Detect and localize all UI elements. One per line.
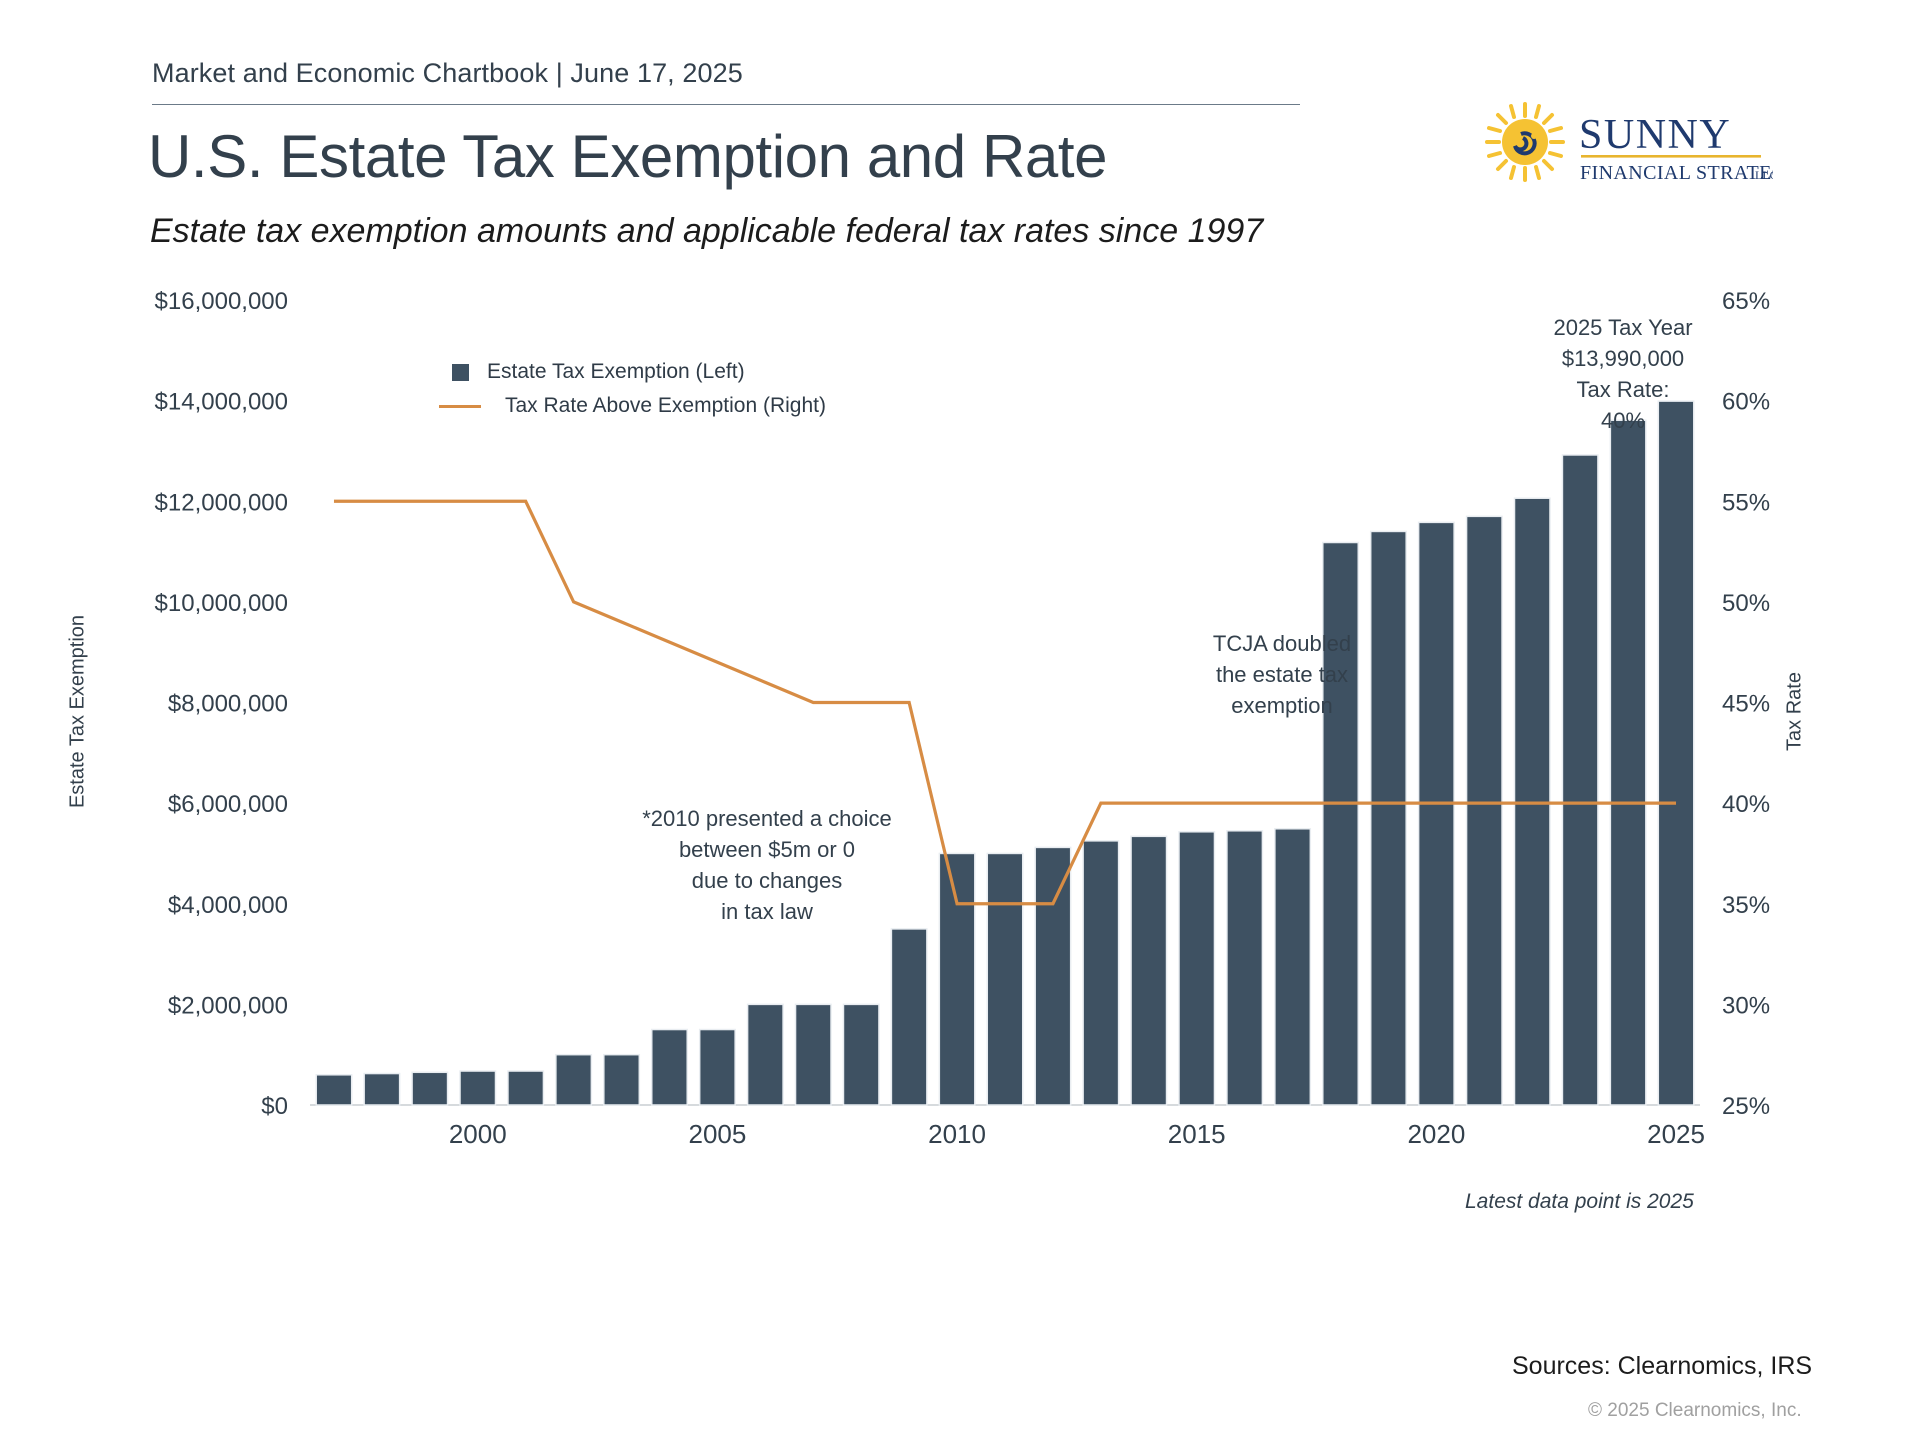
x-axis-tick-label-2025: 2025 [1647,1119,1705,1149]
logo-tagline: FINANCIAL STRATEGIES, [1580,162,1773,184]
bar-2023 [1561,454,1599,1106]
bar-2006 [746,1003,784,1106]
bar-2019 [1369,530,1407,1106]
bar-2005 [698,1028,736,1106]
legend-label-exemption: Estate Tax Exemption (Left) [487,360,745,383]
y-axis-right-tick-label: 60% [1722,389,1770,416]
bar-2003 [603,1053,641,1106]
x-axis-tick-label-2020: 2020 [1407,1119,1465,1149]
y-axis-left-tick-label: $12,000,000 [155,489,288,516]
bar-2024 [1609,419,1647,1106]
bar-2010 [938,852,976,1106]
bar-2013 [1082,840,1120,1106]
page-title: U.S. Estate Tax Exemption and Rate [148,123,1108,190]
bar-1999 [411,1071,449,1106]
bar-2002 [555,1053,593,1106]
bar-2014 [1130,835,1168,1106]
logo-suffix: LLC [1755,168,1773,182]
y-axis-right-tick-label: 25% [1722,1093,1770,1120]
bar-2001 [507,1070,545,1106]
sunny-financial-strategies-logo: SUNNY FINANCIAL STRATEGIES, LLC [1483,100,1773,190]
y-axis-left-tick-label: $14,000,000 [155,389,288,416]
legend-label-taxrate: Tax Rate Above Exemption (Right) [505,394,826,417]
bar-2018 [1322,541,1360,1106]
annotation-2010-choice: *2010 presented a choice between $5m or 0… [642,806,892,924]
copyright-label: © 2025 Clearnomics, Inc. [1588,1400,1802,1421]
y-axis-left-tick-label: $16,000,000 [155,288,288,315]
bar-2016 [1226,830,1264,1106]
page-subtitle: Estate tax exemption amounts and applica… [150,212,1264,250]
logo-artwork: SUNNY FINANCIAL STRATEGIES, LLC [1485,102,1773,184]
legend-square-icon [452,363,469,381]
chart-legend: Estate Tax Exemption (Left) Tax Rate Abo… [439,355,826,423]
bar-2011 [986,852,1024,1106]
bar-2000 [459,1070,497,1106]
sun-icon [1485,102,1565,182]
y-axis-right-tick-label: 35% [1722,892,1770,919]
bar-1997 [315,1074,353,1106]
x-axis-tick-label-2015: 2015 [1168,1119,1226,1149]
sources-label: Sources: Clearnomics, IRS [1512,1352,1813,1380]
bar-1998 [363,1072,401,1106]
bar-2007 [794,1003,832,1106]
annotation-2025-tax-year: 2025 Tax Year $13,990,000 Tax Rate: 40% [1553,315,1693,433]
chartbook-kicker: Market and Economic Chartbook | June 17,… [152,58,743,88]
bar-2025 [1657,400,1695,1106]
annotation-tcja: TCJA doubled the estate tax exemption [1212,631,1352,718]
y-axis-left-title: Estate Tax Exemption [66,614,89,809]
bar-2020 [1417,521,1455,1106]
y-axis-right-title: Tax Rate [1783,672,1806,751]
y-axis-left-tick-label: $6,000,000 [168,791,288,818]
bar-2021 [1465,515,1503,1106]
bar-2015 [1178,831,1216,1106]
y-axis-right-tick-label: 30% [1722,992,1770,1019]
y-axis-right-tick-label: 50% [1722,590,1770,617]
bar-2008 [842,1003,880,1106]
y-axis-left-tick-label: $4,000,000 [168,892,288,919]
x-axis-tick-label-2000: 2000 [449,1119,507,1149]
y-axis-right-tick-label: 65% [1722,288,1770,315]
bar-2004 [650,1028,688,1106]
y-axis-right-tick-label: 45% [1722,691,1770,718]
tax-rate-line [333,499,1677,906]
y-axis-left-tick-label: $8,000,000 [168,691,288,718]
header-divider [152,104,1300,105]
legend-item-taxrate: Tax Rate Above Exemption (Right) [439,389,826,423]
latest-data-footnote: Latest data point is 2025 [1465,1190,1694,1213]
legend-item-exemption: Estate Tax Exemption (Left) [452,355,826,389]
y-axis-right-tick-label: 40% [1722,791,1770,818]
bar-2017 [1274,828,1312,1106]
logo-underline [1581,155,1761,158]
bar-2009 [890,928,928,1106]
y-axis-right-tick-label: 55% [1722,489,1770,516]
x-axis-tick-label-2005: 2005 [688,1119,746,1149]
x-axis-tick-label-2010: 2010 [928,1119,986,1149]
y-axis-left-tick-label: $2,000,000 [168,992,288,1019]
legend-line-icon [439,404,487,408]
logo-wordmark: SUNNY [1579,112,1731,158]
y-axis-left-tick-label: $10,000,000 [155,590,288,617]
bar-2012 [1034,846,1072,1106]
y-axis-left-tick-label: $0 [261,1093,288,1120]
